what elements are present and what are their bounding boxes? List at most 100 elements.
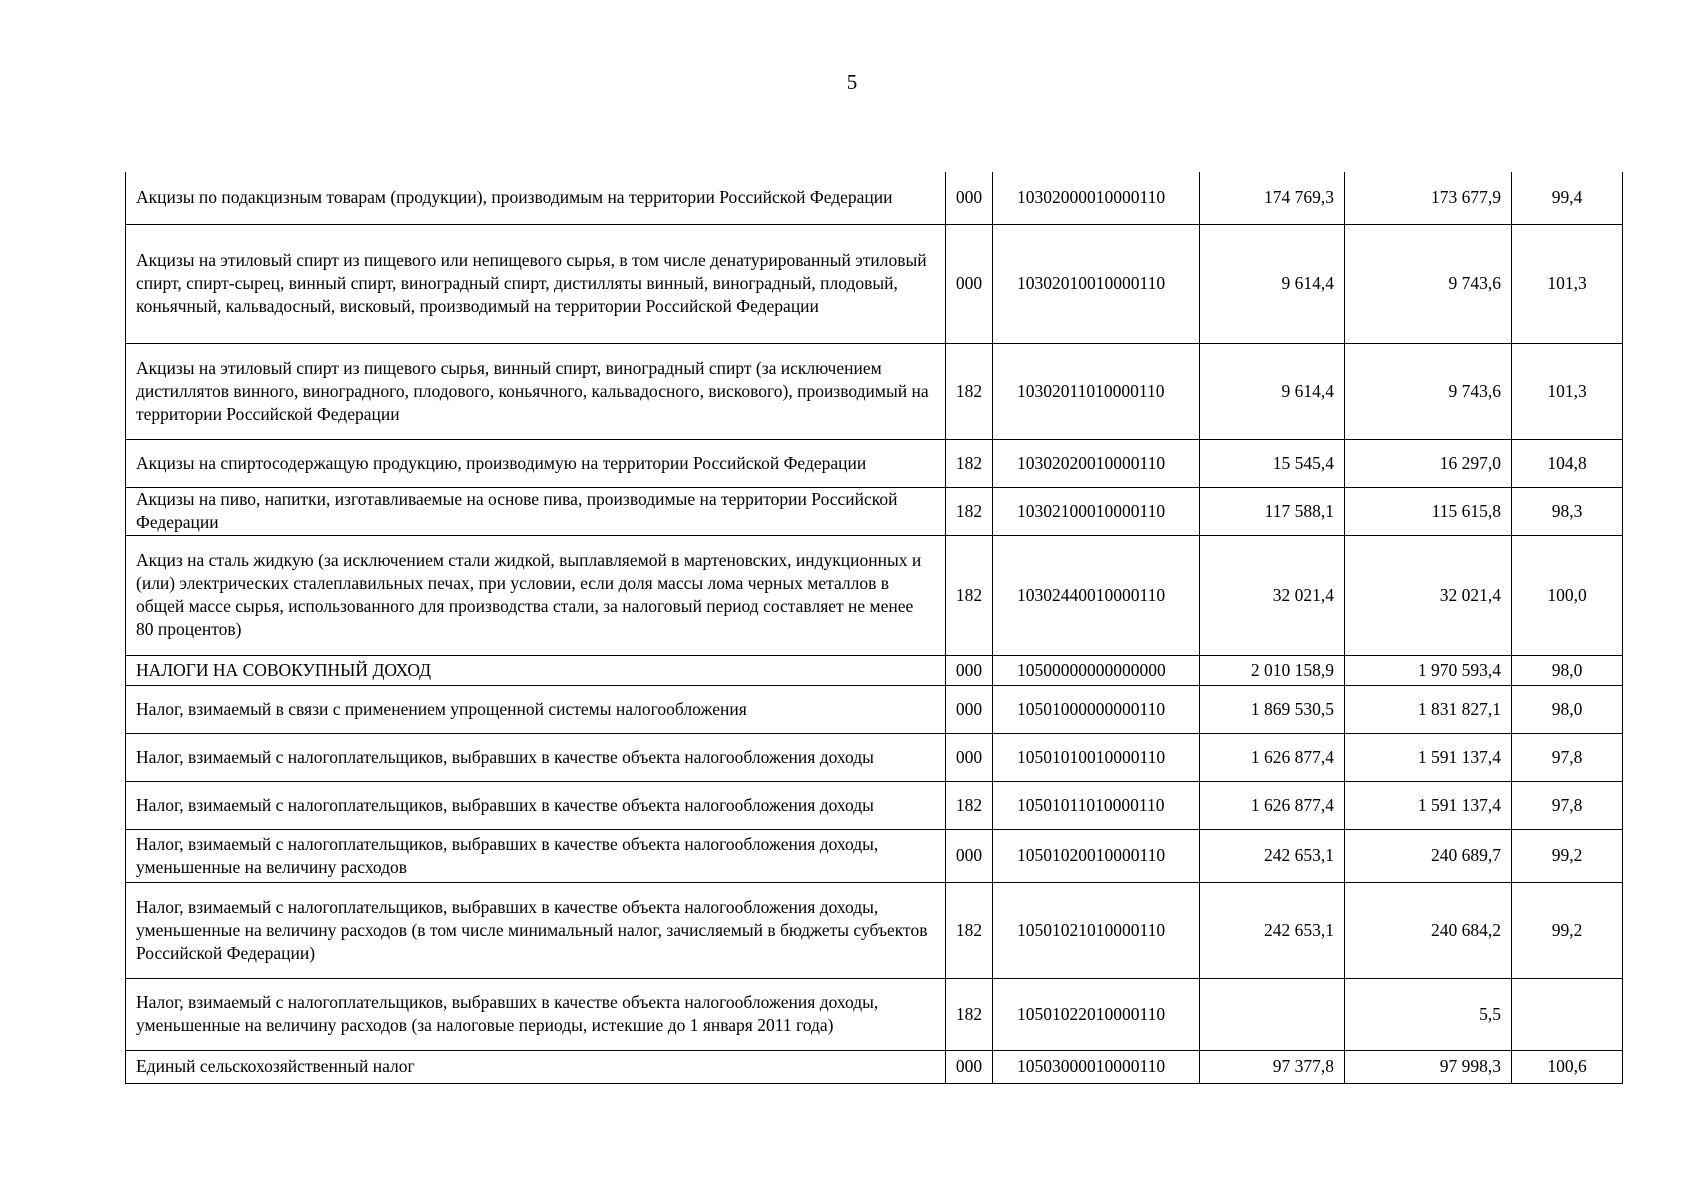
actual-value: 5,5 [1344, 977, 1512, 1051]
plan-value: 2 010 158,9 [1199, 654, 1345, 686]
admin-code: 000 [945, 828, 993, 883]
plan-value: 9 614,4 [1199, 223, 1345, 344]
plan-value: 117 588,1 [1199, 486, 1345, 536]
revenue-table: Акцизы по подакцизным товарам (продукции… [125, 172, 1623, 1084]
plan-value: 9 614,4 [1199, 342, 1345, 440]
admin-code: 000 [945, 684, 993, 734]
plan-value: 1 869 530,5 [1199, 684, 1345, 734]
row-name: Акцизы на пиво, напитки, изготавливаемые… [125, 486, 946, 536]
table-row: Акцизы по подакцизным товарам (продукции… [125, 172, 1623, 225]
table-row: Налог, взимаемый с налогоплательщиков, в… [125, 881, 1623, 979]
budget-code: 10302100010000110 [992, 486, 1200, 536]
row-name: Акциз на сталь жидкую (за исключением ст… [125, 534, 946, 656]
budget-code: 10501010010000110 [992, 732, 1200, 782]
percent-value: 98,0 [1511, 684, 1623, 734]
plan-value: 1 626 877,4 [1199, 732, 1345, 782]
row-name: Налог, взимаемый с налогоплательщиков, в… [125, 780, 946, 830]
admin-code: 000 [945, 732, 993, 782]
plan-value: 174 769,3 [1199, 172, 1345, 225]
plan-value: 1 626 877,4 [1199, 780, 1345, 830]
budget-code: 10503000010000110 [992, 1049, 1200, 1084]
actual-value: 1 970 593,4 [1344, 654, 1512, 686]
percent-value [1511, 977, 1623, 1051]
budget-code: 10500000000000000 [992, 654, 1200, 686]
table-row: Налог, взимаемый в связи с применением у… [125, 684, 1623, 734]
percent-value: 100,6 [1511, 1049, 1623, 1084]
actual-value: 9 743,6 [1344, 342, 1512, 440]
budget-code: 10302010010000110 [992, 223, 1200, 344]
percent-value: 98,3 [1511, 486, 1623, 536]
percent-value: 99,4 [1511, 172, 1623, 225]
table-row: Акцизы на спиртосодержащую продукцию, пр… [125, 438, 1623, 488]
row-name: Акцизы на этиловый спирт из пищевого или… [125, 223, 946, 344]
percent-value: 97,8 [1511, 732, 1623, 782]
percent-value: 101,3 [1511, 342, 1623, 440]
table-row: Акцизы на этиловый спирт из пищевого или… [125, 223, 1623, 344]
admin-code: 000 [945, 1049, 993, 1084]
plan-value: 242 653,1 [1199, 881, 1345, 979]
table-row: Налог, взимаемый с налогоплательщиков, в… [125, 780, 1623, 830]
table-row: Налог, взимаемый с налогоплательщиков, в… [125, 732, 1623, 782]
row-name: Налог, взимаемый с налогоплательщиков, в… [125, 977, 946, 1051]
percent-value: 100,0 [1511, 534, 1623, 656]
table-row: Налог, взимаемый с налогоплательщиков, в… [125, 977, 1623, 1051]
budget-code: 10302011010000110 [992, 342, 1200, 440]
budget-code: 10501022010000110 [992, 977, 1200, 1051]
actual-value: 1 831 827,1 [1344, 684, 1512, 734]
percent-value: 99,2 [1511, 828, 1623, 883]
percent-value: 104,8 [1511, 438, 1623, 488]
actual-value: 1 591 137,4 [1344, 732, 1512, 782]
plan-value: 242 653,1 [1199, 828, 1345, 883]
admin-code: 000 [945, 654, 993, 686]
percent-value: 101,3 [1511, 223, 1623, 344]
table-row: Налог, взимаемый с налогоплательщиков, в… [125, 828, 1623, 883]
actual-value: 97 998,3 [1344, 1049, 1512, 1084]
row-name: Акцизы по подакцизным товарам (продукции… [125, 172, 946, 225]
budget-code: 10302000010000110 [992, 172, 1200, 225]
row-name: Акцизы на этиловый спирт из пищевого сыр… [125, 342, 946, 440]
percent-value: 97,8 [1511, 780, 1623, 830]
admin-code: 182 [945, 881, 993, 979]
actual-value: 1 591 137,4 [1344, 780, 1512, 830]
table-row: Единый сельскохозяйственный налог 000 1050… [125, 1049, 1623, 1084]
page-number: 5 [846, 70, 858, 94]
actual-value: 16 297,0 [1344, 438, 1512, 488]
admin-code: 182 [945, 438, 993, 488]
actual-value: 9 743,6 [1344, 223, 1512, 344]
budget-code: 10302440010000110 [992, 534, 1200, 656]
admin-code: 182 [945, 486, 993, 536]
actual-value: 240 689,7 [1344, 828, 1512, 883]
plan-value: 97 377,8 [1199, 1049, 1345, 1084]
actual-value: 173 677,9 [1344, 172, 1512, 225]
admin-code: 182 [945, 342, 993, 440]
actual-value: 115 615,8 [1344, 486, 1512, 536]
row-name: Налог, взимаемый с налогоплательщиков, в… [125, 828, 946, 883]
budget-code: 10302020010000110 [992, 438, 1200, 488]
plan-value: 32 021,4 [1199, 534, 1345, 656]
admin-code: 182 [945, 977, 993, 1051]
admin-code: 182 [945, 780, 993, 830]
row-name: Налог, взимаемый в связи с применением у… [125, 684, 946, 734]
admin-code: 000 [945, 172, 993, 225]
budget-code: 10501011010000110 [992, 780, 1200, 830]
table-row: Акциз на сталь жидкую (за исключением ст… [125, 534, 1623, 656]
table-row: Акцизы на этиловый спирт из пищевого сыр… [125, 342, 1623, 440]
table-row: Акцизы на пиво, напитки, изготавливаемые… [125, 486, 1623, 536]
plan-value [1199, 977, 1345, 1051]
admin-code: 000 [945, 223, 993, 344]
row-name: НАЛОГИ НА СОВОКУПНЫЙ ДОХОД [125, 654, 946, 686]
admin-code: 182 [945, 534, 993, 656]
budget-code: 10501021010000110 [992, 881, 1200, 979]
actual-value: 240 684,2 [1344, 881, 1512, 979]
percent-value: 98,0 [1511, 654, 1623, 686]
row-name: Единый сельскохозяйственный налог [125, 1049, 946, 1084]
row-name: Налог, взимаемый с налогоплательщиков, в… [125, 732, 946, 782]
table-row: НАЛОГИ НА СОВОКУПНЫЙ ДОХОД 000 10500000000… [125, 654, 1623, 686]
budget-code: 10501000000000110 [992, 684, 1200, 734]
plan-value: 15 545,4 [1199, 438, 1345, 488]
row-name: Налог, взимаемый с налогоплательщиков, в… [125, 881, 946, 979]
percent-value: 99,2 [1511, 881, 1623, 979]
budget-code: 10501020010000110 [992, 828, 1200, 883]
row-name: Акцизы на спиртосодержащую продукцию, пр… [125, 438, 946, 488]
actual-value: 32 021,4 [1344, 534, 1512, 656]
